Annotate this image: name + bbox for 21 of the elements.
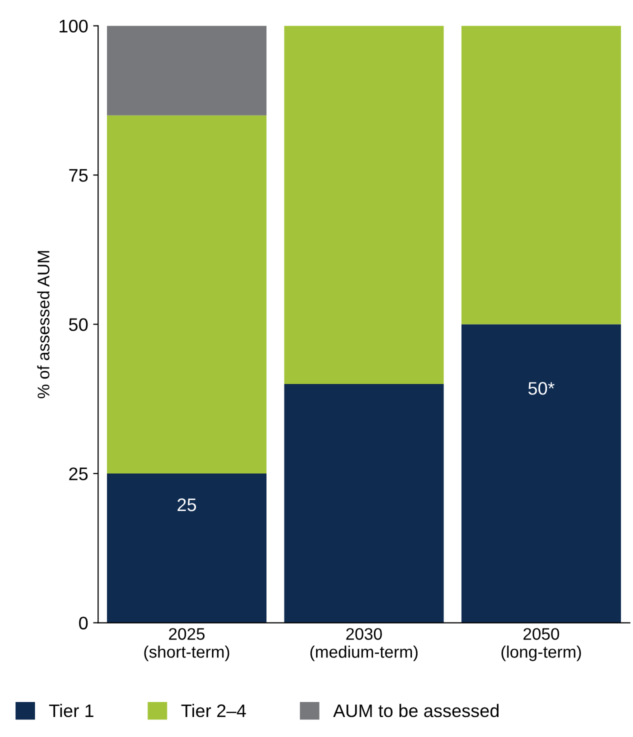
x-tick-label: 2050 (long-term)	[502, 628, 581, 662]
bar	[106, 115, 266, 474]
bar	[106, 26, 266, 116]
data-label: 50*	[528, 382, 554, 395]
bar	[461, 324, 621, 623]
x-tick-label: 2025 (short-term)	[144, 628, 230, 662]
y-tick-label: 100	[60, 20, 88, 33]
bar	[461, 26, 621, 324]
y-tick-label: 25	[69, 467, 88, 480]
legend-label: AUM to be assessed	[333, 704, 499, 718]
y-tick-label: 0	[79, 616, 88, 630]
bar	[284, 384, 444, 623]
y-tick-label: 50	[69, 318, 88, 331]
data-label: 25	[178, 498, 196, 512]
bar	[106, 474, 266, 623]
y-tick-label: 75	[69, 169, 88, 182]
legend-label: Tier 1	[49, 704, 94, 718]
x-tick-label: 2030 (medium-term)	[310, 628, 418, 662]
legend-label: Tier 2–4	[181, 704, 246, 718]
y-axis-title: % of assessed AUM	[37, 251, 50, 398]
bar	[284, 26, 444, 384]
